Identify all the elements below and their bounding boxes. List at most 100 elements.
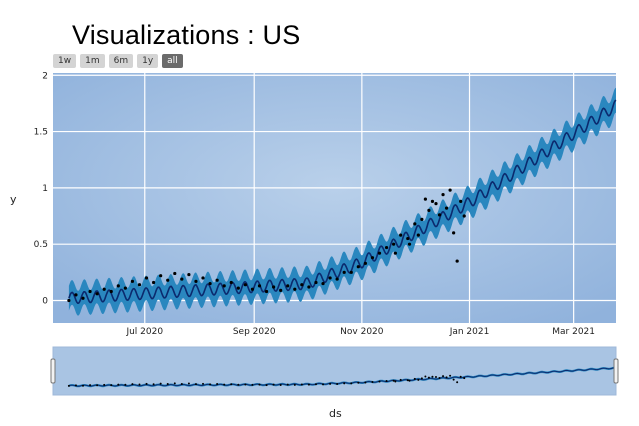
observed-point — [222, 284, 226, 288]
rangeslider-point — [293, 383, 296, 386]
forecast-line — [68, 99, 617, 305]
observed-point — [257, 284, 262, 288]
x-tick-label: Sep 2020 — [233, 327, 276, 337]
observed-point — [229, 280, 233, 285]
observed-point — [215, 278, 219, 282]
observed-point — [393, 251, 397, 255]
rangeslider-point — [180, 382, 183, 385]
observed-point — [109, 289, 113, 294]
observed-point — [173, 271, 177, 276]
observed-point — [243, 283, 247, 287]
rangeslider-point — [202, 382, 205, 385]
observed-point — [81, 296, 85, 300]
rangeslider-point — [434, 375, 437, 378]
range-button-1m[interactable]: 1m — [80, 54, 105, 68]
rangeslider-point — [230, 383, 233, 386]
observed-point — [349, 270, 353, 274]
observed-point — [356, 265, 360, 269]
rangeslider-left-handle[interactable] — [50, 358, 56, 384]
range-button-1w[interactable]: 1w — [53, 54, 77, 68]
observed-point — [159, 274, 163, 278]
observed-point — [95, 292, 99, 296]
rangeslider-point — [445, 376, 448, 379]
rangeslider-point — [336, 382, 339, 385]
range-button-1y[interactable]: 1y — [137, 54, 159, 68]
observed-point — [413, 222, 417, 226]
rangeslider-point — [258, 383, 261, 386]
rangeslider-point — [449, 374, 452, 377]
observed-point — [194, 279, 198, 283]
rangeslider-point — [265, 384, 268, 387]
rangeslider-point — [343, 382, 346, 385]
rangeslider-point — [452, 378, 455, 381]
rangeslider-point — [431, 375, 434, 378]
rangeslider-point — [300, 383, 303, 386]
rangeslider-point — [131, 383, 134, 386]
rangeslider-point — [103, 383, 106, 386]
observed-point — [180, 277, 184, 281]
rangeslider-point — [438, 377, 441, 380]
rangeslider-point — [357, 381, 360, 384]
rangeslider-point — [286, 383, 289, 386]
observed-point — [264, 289, 269, 294]
rangeslider-point — [424, 375, 427, 378]
observed-point — [455, 259, 459, 263]
observed-point — [74, 293, 78, 297]
observed-point — [307, 285, 311, 289]
observed-point — [459, 199, 463, 203]
observed-point — [102, 287, 106, 291]
rangeslider-point — [307, 383, 310, 386]
rangeslider-point — [159, 382, 162, 385]
observed-point — [448, 188, 452, 192]
observed-point — [272, 285, 276, 289]
rangeslider-point — [237, 383, 240, 386]
observed-point — [406, 236, 410, 241]
observed-point — [370, 256, 375, 260]
observed-point — [423, 197, 427, 201]
rangeslider-point — [272, 383, 275, 386]
rangeslider-point — [82, 384, 85, 387]
rangeslider-point — [117, 383, 120, 386]
observed-point — [166, 278, 170, 282]
rangeslider-point — [216, 383, 219, 386]
observed-point — [392, 242, 396, 246]
observed-point — [300, 283, 304, 287]
range-button-all[interactable]: all — [162, 54, 183, 68]
rangeslider-right-handle[interactable] — [613, 358, 619, 384]
rangeslider-point — [279, 383, 282, 386]
observed-point — [321, 281, 325, 286]
observed-point — [293, 287, 297, 291]
observed-point — [328, 276, 332, 280]
rangeslider-point — [314, 383, 317, 386]
observed-point — [250, 287, 255, 291]
observed-point — [236, 286, 240, 290]
rangeslider-point — [110, 384, 113, 387]
rangeslider-point — [244, 383, 247, 386]
y-tick-label: 1 — [42, 184, 48, 194]
y-tick-label: 0.5 — [34, 240, 48, 250]
chart-title: Visualizations : US — [72, 20, 301, 50]
x-tick-label: Nov 2020 — [340, 327, 384, 337]
range-button-6m[interactable]: 6m — [108, 54, 134, 68]
x-tick-label: Jul 2020 — [125, 327, 163, 337]
observed-point — [399, 233, 403, 237]
rangeslider-point — [209, 383, 212, 386]
rangeslider-point — [89, 384, 92, 387]
rangeslider-point — [392, 379, 395, 382]
rangeslider-point — [124, 383, 127, 386]
rangeslider-point — [166, 383, 169, 386]
rangeslider-point — [322, 383, 325, 386]
rangeslider-point — [329, 382, 332, 385]
observed-point — [335, 277, 339, 281]
rangeslider-point — [145, 382, 148, 385]
observed-point — [377, 251, 382, 255]
observed-point — [434, 202, 438, 206]
rangeslider-point — [152, 383, 155, 386]
observed-point — [187, 272, 191, 277]
rangeslider-track[interactable] — [52, 346, 617, 396]
observed-point — [363, 261, 367, 265]
rangeslider-point — [187, 382, 190, 385]
observed-point — [407, 242, 412, 246]
observed-point — [201, 276, 205, 280]
